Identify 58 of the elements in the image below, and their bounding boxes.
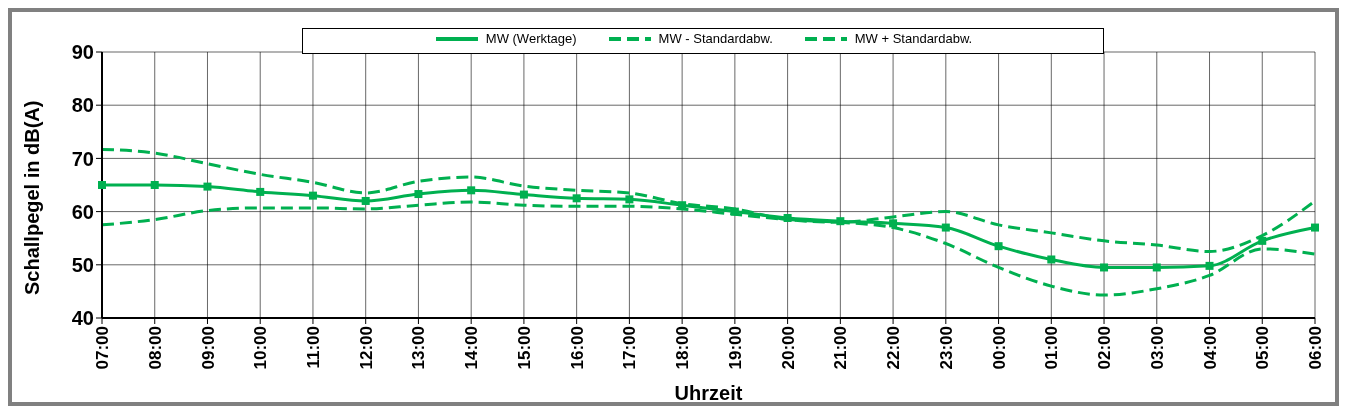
point bbox=[572, 194, 581, 203]
legend-label: MW - Standardabw. bbox=[658, 31, 773, 46]
x-tick-label: 03:00 bbox=[1147, 326, 1167, 370]
point bbox=[256, 187, 265, 196]
x-tick-label: 23:00 bbox=[936, 326, 956, 370]
point bbox=[98, 181, 106, 189]
point bbox=[941, 223, 950, 232]
point bbox=[1047, 255, 1056, 264]
x-tick-label: 06:00 bbox=[1306, 326, 1326, 370]
x-tick-label: 08:00 bbox=[145, 326, 165, 370]
x-tick-label: 19:00 bbox=[725, 326, 745, 370]
x-tick-label: 12:00 bbox=[356, 326, 376, 370]
x-tick-label: 00:00 bbox=[989, 326, 1009, 370]
x-tick-label: 09:00 bbox=[198, 326, 218, 370]
x-tick-label: 11:00 bbox=[304, 326, 324, 369]
x-tick-label: 15:00 bbox=[514, 326, 534, 370]
y-axis-title: Schallpegel in dB(A) bbox=[21, 100, 44, 295]
x-tick-label: 02:00 bbox=[1095, 326, 1115, 370]
x-tick-label: 20:00 bbox=[778, 326, 798, 370]
point bbox=[467, 186, 476, 195]
point bbox=[361, 196, 370, 205]
x-tick-label: 18:00 bbox=[673, 326, 693, 370]
x-tick-label: 04:00 bbox=[1200, 326, 1220, 370]
y-tick-label: 90 bbox=[71, 41, 94, 64]
legend-label: MW (Werktage) bbox=[485, 31, 577, 46]
x-tick-label: 01:00 bbox=[1042, 326, 1062, 370]
x-tick-label: 14:00 bbox=[462, 326, 482, 370]
x-tick-label: 07:00 bbox=[93, 326, 113, 370]
point bbox=[150, 181, 159, 189]
y-tick-label: 50 bbox=[71, 253, 94, 276]
point bbox=[889, 219, 898, 228]
point bbox=[994, 242, 1003, 251]
point bbox=[730, 207, 739, 216]
x-tick-label: 13:00 bbox=[409, 326, 429, 370]
legend-label: MW + Standardabw. bbox=[854, 31, 973, 46]
x-tick-label: 16:00 bbox=[567, 326, 587, 370]
y-tick-label: 80 bbox=[71, 94, 94, 117]
point bbox=[1205, 261, 1214, 270]
x-tick-label: 22:00 bbox=[884, 326, 904, 370]
point bbox=[519, 190, 528, 199]
x-tick-label: 17:00 bbox=[620, 326, 640, 370]
y-tick-label: 70 bbox=[71, 147, 94, 170]
point bbox=[783, 213, 792, 222]
point bbox=[1311, 223, 1319, 232]
point bbox=[308, 191, 317, 200]
point bbox=[1100, 263, 1109, 272]
x-axis-title: Uhrzeit bbox=[674, 382, 743, 404]
x-tick-label: 05:00 bbox=[1253, 326, 1273, 370]
point bbox=[625, 195, 634, 204]
x-tick-label: 10:00 bbox=[251, 326, 271, 370]
y-tick-label: 40 bbox=[71, 307, 94, 330]
point bbox=[1152, 263, 1161, 272]
x-tick-label: 21:00 bbox=[831, 326, 851, 370]
y-tick-label: 60 bbox=[71, 200, 94, 223]
point bbox=[203, 182, 212, 191]
point bbox=[414, 190, 423, 199]
point bbox=[1258, 236, 1267, 245]
point bbox=[836, 217, 845, 226]
